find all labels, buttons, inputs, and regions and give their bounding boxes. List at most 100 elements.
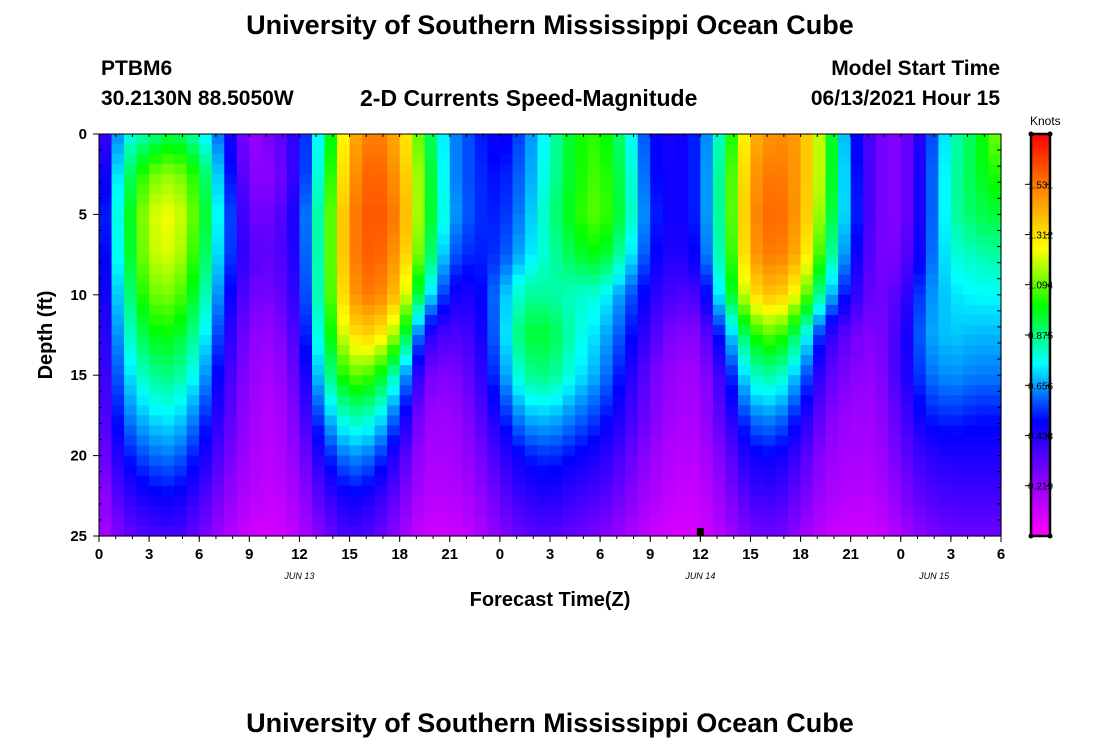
heatmap-cell xyxy=(249,144,263,155)
heatmap-cell xyxy=(412,395,426,406)
heatmap-cell xyxy=(975,405,990,416)
heatmap-cell xyxy=(324,485,338,497)
heatmap-cell xyxy=(311,435,326,447)
heatmap-cell xyxy=(399,194,413,205)
heatmap-cell xyxy=(387,365,401,376)
heatmap-cell xyxy=(462,244,476,256)
heatmap-cell xyxy=(399,204,413,215)
heatmap-cell xyxy=(324,475,338,487)
heatmap-cell xyxy=(211,204,225,215)
heatmap-cell xyxy=(963,475,977,487)
heatmap-cell xyxy=(161,525,175,537)
heatmap-cell xyxy=(875,234,889,246)
heatmap-cell xyxy=(587,134,601,145)
heatmap-cell xyxy=(925,254,939,266)
heatmap-cell xyxy=(637,184,651,195)
heatmap-cell xyxy=(662,515,676,527)
heatmap-cell xyxy=(600,304,614,316)
heatmap-cell xyxy=(337,475,351,487)
heatmap-cell xyxy=(788,355,802,366)
heatmap-cell xyxy=(925,515,939,527)
heatmap-cell xyxy=(524,375,539,386)
heatmap-cell xyxy=(800,274,814,286)
heatmap-cell xyxy=(236,264,250,276)
heatmap-cell xyxy=(988,164,1002,175)
heatmap-cell xyxy=(487,254,501,266)
heatmap-cell xyxy=(700,134,714,145)
heatmap-cell xyxy=(925,204,939,215)
heatmap-cell xyxy=(349,395,363,406)
heatmap-cell xyxy=(449,515,463,527)
heatmap-cell xyxy=(424,194,438,205)
heatmap-cell xyxy=(474,214,488,226)
heatmap-cell xyxy=(274,415,288,427)
heatmap-cell xyxy=(299,304,313,316)
heatmap-cell xyxy=(800,174,814,185)
y-tick-label: 20 xyxy=(70,448,87,465)
heatmap-cell xyxy=(762,274,777,286)
heatmap-cell xyxy=(800,485,814,497)
heatmap-cell xyxy=(850,515,864,527)
heatmap-cell xyxy=(600,164,614,175)
heatmap-cell xyxy=(775,335,789,346)
heatmap-cell xyxy=(186,365,200,376)
heatmap-cell xyxy=(813,385,827,396)
heatmap-cell xyxy=(399,385,413,396)
heatmap-cell xyxy=(550,425,564,437)
heatmap-cell xyxy=(512,194,526,205)
heatmap-cell xyxy=(324,515,338,527)
heatmap-cell xyxy=(625,294,639,306)
heatmap-cell xyxy=(600,335,614,346)
heatmap-cell xyxy=(399,154,413,165)
heatmap-cell xyxy=(349,515,363,527)
heatmap-cell xyxy=(136,204,150,215)
heatmap-cell xyxy=(775,495,789,507)
heatmap-cell xyxy=(149,395,163,406)
heatmap-cell xyxy=(863,284,877,296)
heatmap-cell xyxy=(174,244,188,256)
heatmap-cell xyxy=(637,304,651,316)
heatmap-cell xyxy=(136,345,150,356)
heatmap-cell xyxy=(286,134,301,145)
heatmap-cell xyxy=(299,174,313,185)
heatmap-cell xyxy=(700,204,714,215)
heatmap-cell xyxy=(550,284,564,296)
heatmap-cell xyxy=(274,164,288,175)
heatmap-cell xyxy=(412,294,426,306)
heatmap-cell xyxy=(788,495,802,507)
heatmap-cell xyxy=(286,525,301,537)
heatmap-cell xyxy=(600,244,614,256)
heatmap-cell xyxy=(612,134,626,145)
heatmap-cell xyxy=(813,335,827,346)
heatmap-cell xyxy=(286,495,301,507)
heatmap-cell xyxy=(211,355,225,366)
heatmap-cell xyxy=(249,184,263,195)
heatmap-cell xyxy=(199,194,213,205)
heatmap-cell xyxy=(650,164,664,175)
heatmap-cell xyxy=(938,224,952,236)
heatmap-cell xyxy=(600,134,614,145)
heatmap-cell xyxy=(412,435,426,447)
heatmap-cell xyxy=(637,455,651,467)
heatmap-cell xyxy=(913,244,927,256)
heatmap-cell xyxy=(737,234,752,246)
heatmap-cell xyxy=(813,294,827,306)
heatmap-cell xyxy=(913,224,927,236)
heatmap-cell xyxy=(487,335,501,346)
heatmap-cell xyxy=(637,465,651,477)
heatmap-cell xyxy=(762,134,777,145)
heatmap-cell xyxy=(412,204,426,215)
heatmap-cell xyxy=(199,415,213,427)
heatmap-cell xyxy=(737,435,752,447)
heatmap-cell xyxy=(963,144,977,155)
heatmap-cell xyxy=(875,194,889,205)
heatmap-cell xyxy=(199,264,213,276)
heatmap-cell xyxy=(286,304,301,316)
heatmap-cell xyxy=(737,495,752,507)
heatmap-cell xyxy=(462,294,476,306)
heatmap-cell xyxy=(337,375,351,386)
heatmap-cell xyxy=(161,324,175,336)
heatmap-cell xyxy=(625,345,639,356)
heatmap-cell xyxy=(512,375,526,386)
heatmap-cell xyxy=(562,214,576,226)
